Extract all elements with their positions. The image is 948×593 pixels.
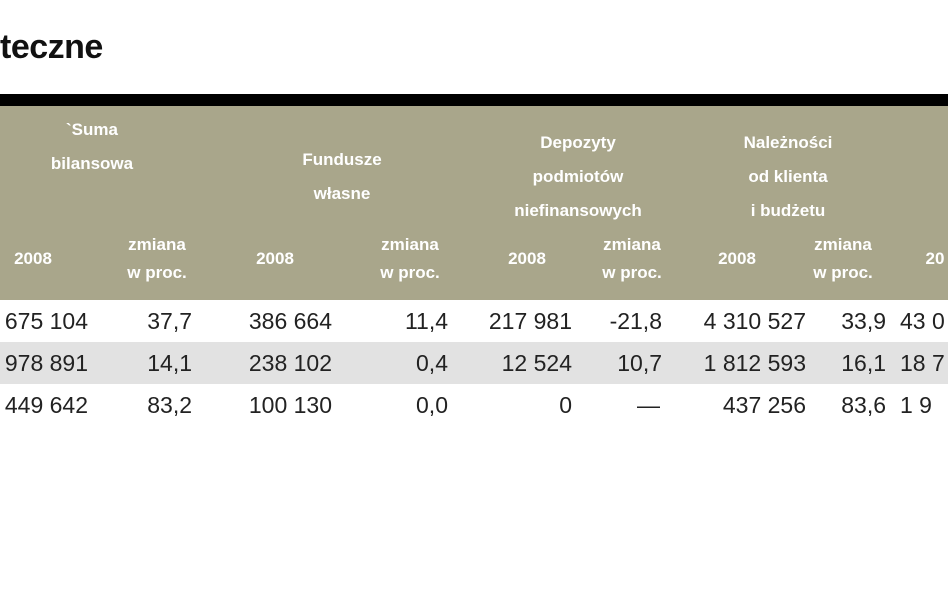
cell: — [637, 392, 660, 418]
cell: 10,7 [617, 350, 662, 376]
row-band [0, 342, 948, 384]
rule [0, 94, 948, 106]
group-header: Fundusze [302, 150, 382, 169]
sub-header: 20 [925, 249, 945, 268]
sub-header: zmiana [381, 235, 439, 254]
sub-header: 2008 [718, 249, 756, 268]
cell: 217 981 [488, 308, 572, 334]
group-header: `Suma [66, 120, 118, 139]
cell: 675 104 [4, 308, 88, 334]
sub-header: 2008 [256, 249, 294, 268]
cell: 33,9 [841, 308, 886, 334]
sub-header: 2008 [14, 249, 52, 268]
sub-header: w proc. [127, 263, 187, 282]
cell: 43 0 [900, 308, 945, 334]
cell: 238 102 [248, 350, 332, 376]
row-band [0, 300, 948, 342]
cell: 100 130 [248, 392, 332, 418]
group-header: niefinansowych [514, 201, 642, 220]
sub-header: zmiana [128, 235, 186, 254]
group-header: Depozyty [540, 133, 616, 152]
sub-header: zmiana [603, 235, 661, 254]
cell: 1 9 [900, 392, 932, 418]
cell: 0,0 [416, 392, 448, 418]
cell: 1 812 593 [703, 350, 806, 376]
cell: -21,8 [609, 308, 662, 334]
cell: 0 [559, 392, 572, 418]
cell: 386 664 [248, 308, 332, 334]
cell: 14,1 [147, 350, 192, 376]
sub-header: w proc. [813, 263, 873, 282]
cell: 4 310 527 [703, 308, 806, 334]
cell: 437 256 [722, 392, 806, 418]
cell: 18 7 [900, 350, 945, 376]
group-header: bilansowa [50, 154, 134, 173]
cell: 83,6 [841, 392, 886, 418]
group-header: i budżetu [750, 201, 826, 220]
sub-header: 2008 [508, 249, 546, 268]
cell: 449 642 [4, 392, 88, 418]
cell: 978 891 [4, 350, 88, 376]
sub-header: w proc. [602, 263, 662, 282]
row-band [0, 384, 948, 426]
group-header: Należności [743, 133, 833, 152]
group-header: podmiotów [532, 167, 624, 186]
cell: 11,4 [404, 308, 448, 334]
table-header [0, 106, 948, 300]
title: teczne [0, 28, 103, 66]
cell: 16,1 [841, 350, 886, 376]
group-header: od klienta [748, 167, 828, 186]
cell: 12 524 [501, 350, 572, 376]
group-header: własne [313, 184, 371, 203]
cell: 0,4 [416, 350, 448, 376]
cell: 83,2 [147, 392, 192, 418]
sub-header: zmiana [814, 235, 872, 254]
sub-header: w proc. [380, 263, 440, 282]
cell: 37,7 [147, 308, 192, 334]
